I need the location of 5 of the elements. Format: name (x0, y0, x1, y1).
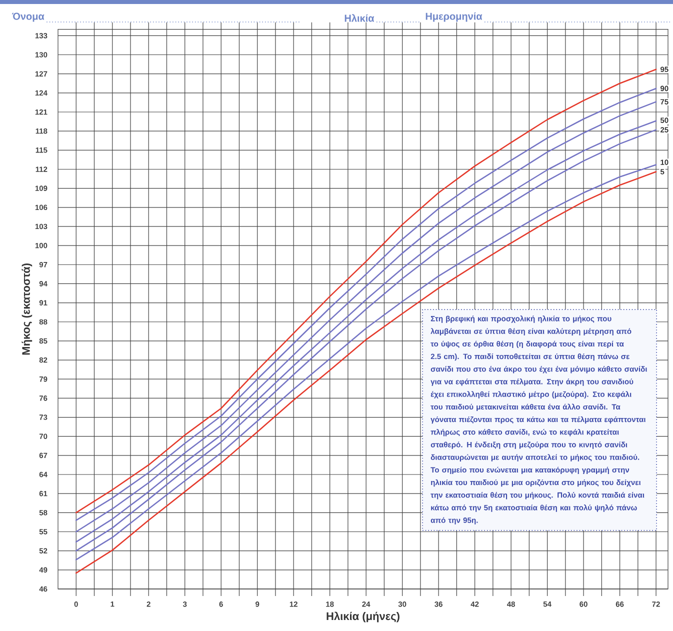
text: Ηλικία (344, 14, 374, 22)
text: Όνομα (12, 12, 44, 22)
x-axis-title: Ηλικία (μήνες) (326, 612, 400, 622)
text: Ημερομηνία (426, 12, 482, 22)
y-axis-title: Μήκος (εκατοστά) (22, 263, 32, 355)
